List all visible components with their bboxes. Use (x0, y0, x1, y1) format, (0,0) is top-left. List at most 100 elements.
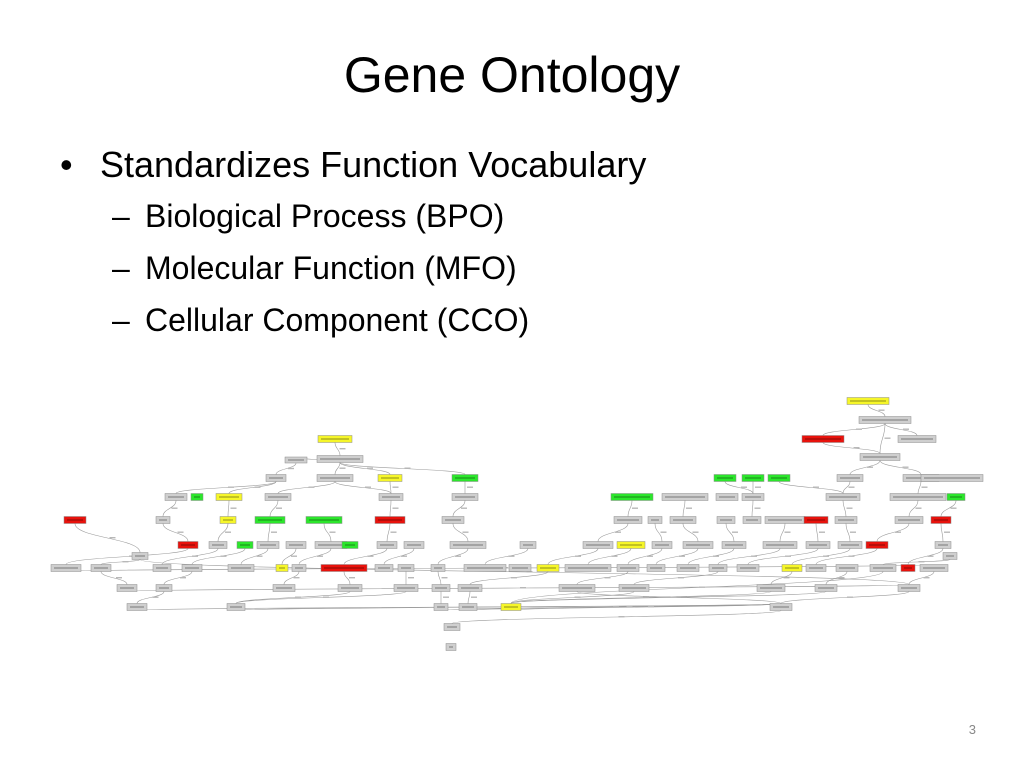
graph-node-label (54, 567, 78, 569)
graph-node (316, 455, 364, 463)
graph-node-label (651, 519, 659, 521)
graph-edge-label (401, 555, 407, 557)
graph-edge-label (339, 467, 346, 469)
graph-node (337, 584, 363, 592)
graph-node-label (807, 519, 825, 521)
graph-edge-label (611, 555, 618, 557)
graph-node-label (869, 544, 885, 546)
graph-edge-label (392, 507, 399, 509)
graph-edge (74, 523, 141, 553)
graph-node-label (893, 496, 943, 498)
graph-node-label (924, 477, 980, 479)
graph-node-label (785, 567, 799, 569)
graph-node (661, 493, 709, 501)
graph-edge (940, 500, 957, 517)
graph-node (226, 603, 246, 611)
graph-node (858, 416, 912, 424)
graph-node-label (467, 567, 503, 569)
graph-node (889, 493, 947, 501)
graph-node-label (135, 555, 145, 557)
graph-node-label (289, 544, 303, 546)
graph-node (155, 584, 173, 592)
graph-edge-label (823, 555, 829, 557)
graph-edge (717, 548, 781, 565)
graph-node (374, 516, 406, 524)
graph-edge (191, 548, 246, 565)
graph-node-label (901, 587, 917, 589)
graph-node (458, 603, 478, 611)
graph-node (291, 564, 307, 572)
graph-edge-label (618, 616, 625, 618)
graph-edge-label (467, 486, 473, 488)
graph-edge (682, 500, 686, 517)
graph-node (397, 564, 415, 572)
graph-node-label (341, 587, 359, 589)
graph-node (265, 474, 287, 482)
graph-edge (163, 571, 193, 585)
graph-node-label (766, 544, 794, 546)
graph-node (897, 584, 921, 592)
graph-edge-label (291, 555, 297, 557)
page-title: Gene Ontology (343, 47, 681, 103)
graph-node-label (345, 544, 355, 546)
graph-node (708, 564, 728, 572)
graph-edge-label (462, 531, 469, 533)
graph-edge-label (171, 507, 178, 509)
graph-node-label (445, 519, 461, 521)
graph-node-label (320, 477, 350, 479)
graph-node (781, 564, 803, 572)
graph-node-label (260, 544, 276, 546)
graph-edge (281, 548, 297, 565)
graph-edge (136, 591, 165, 604)
graph-node-label (712, 567, 724, 569)
graph-edge-label (152, 596, 159, 598)
graph-node (463, 564, 507, 572)
sub-bullet-text: Biological Process (BPO) (145, 198, 505, 234)
graph-node (377, 474, 403, 482)
graph-node-label (194, 496, 200, 498)
graph-edge-label (317, 555, 323, 557)
sub-bullet-glyph: – (112, 250, 130, 286)
graph-edge-label (848, 555, 855, 557)
graph-edge (682, 523, 699, 542)
graph-edge (627, 548, 663, 565)
graph-edge (510, 591, 635, 604)
graph-node (256, 541, 280, 549)
graph-edge-label (575, 555, 581, 557)
sub-bullet-glyph: – (112, 302, 130, 338)
graph-node (814, 584, 838, 592)
graph-edge-label (679, 555, 685, 557)
graph-node-label (295, 567, 303, 569)
graph-edge (825, 571, 848, 585)
graph-node-label (745, 496, 761, 498)
graph-edge (867, 404, 886, 417)
graph-node (715, 493, 739, 501)
graph-node-label (447, 626, 457, 628)
graph-edge (876, 523, 910, 542)
graph-node-label (168, 496, 184, 498)
graph-edge (815, 548, 878, 565)
graph-node (430, 564, 446, 572)
graph-node (769, 603, 793, 611)
graph-node (920, 474, 984, 482)
graph-edge-label (856, 428, 862, 430)
graph-node-label (673, 519, 693, 521)
graph-node (741, 474, 765, 482)
graph-node-label (130, 606, 144, 608)
graph-node-label (67, 519, 83, 521)
graph-node (536, 564, 560, 572)
graph-edge-label (520, 587, 526, 589)
graph-node-label (838, 519, 854, 521)
graph-node-label (841, 544, 859, 546)
graph-node (393, 584, 419, 592)
graph-edge-label (751, 555, 757, 557)
graph-node-label (614, 496, 650, 498)
graph-edge (452, 500, 466, 517)
graph-edge-label (647, 555, 653, 557)
graph-node-label (276, 587, 292, 589)
graph-node (376, 541, 398, 549)
graph-node-label (219, 496, 239, 498)
graph-edge (240, 548, 269, 565)
graph-node (431, 584, 451, 592)
graph-edge-label (783, 577, 790, 579)
